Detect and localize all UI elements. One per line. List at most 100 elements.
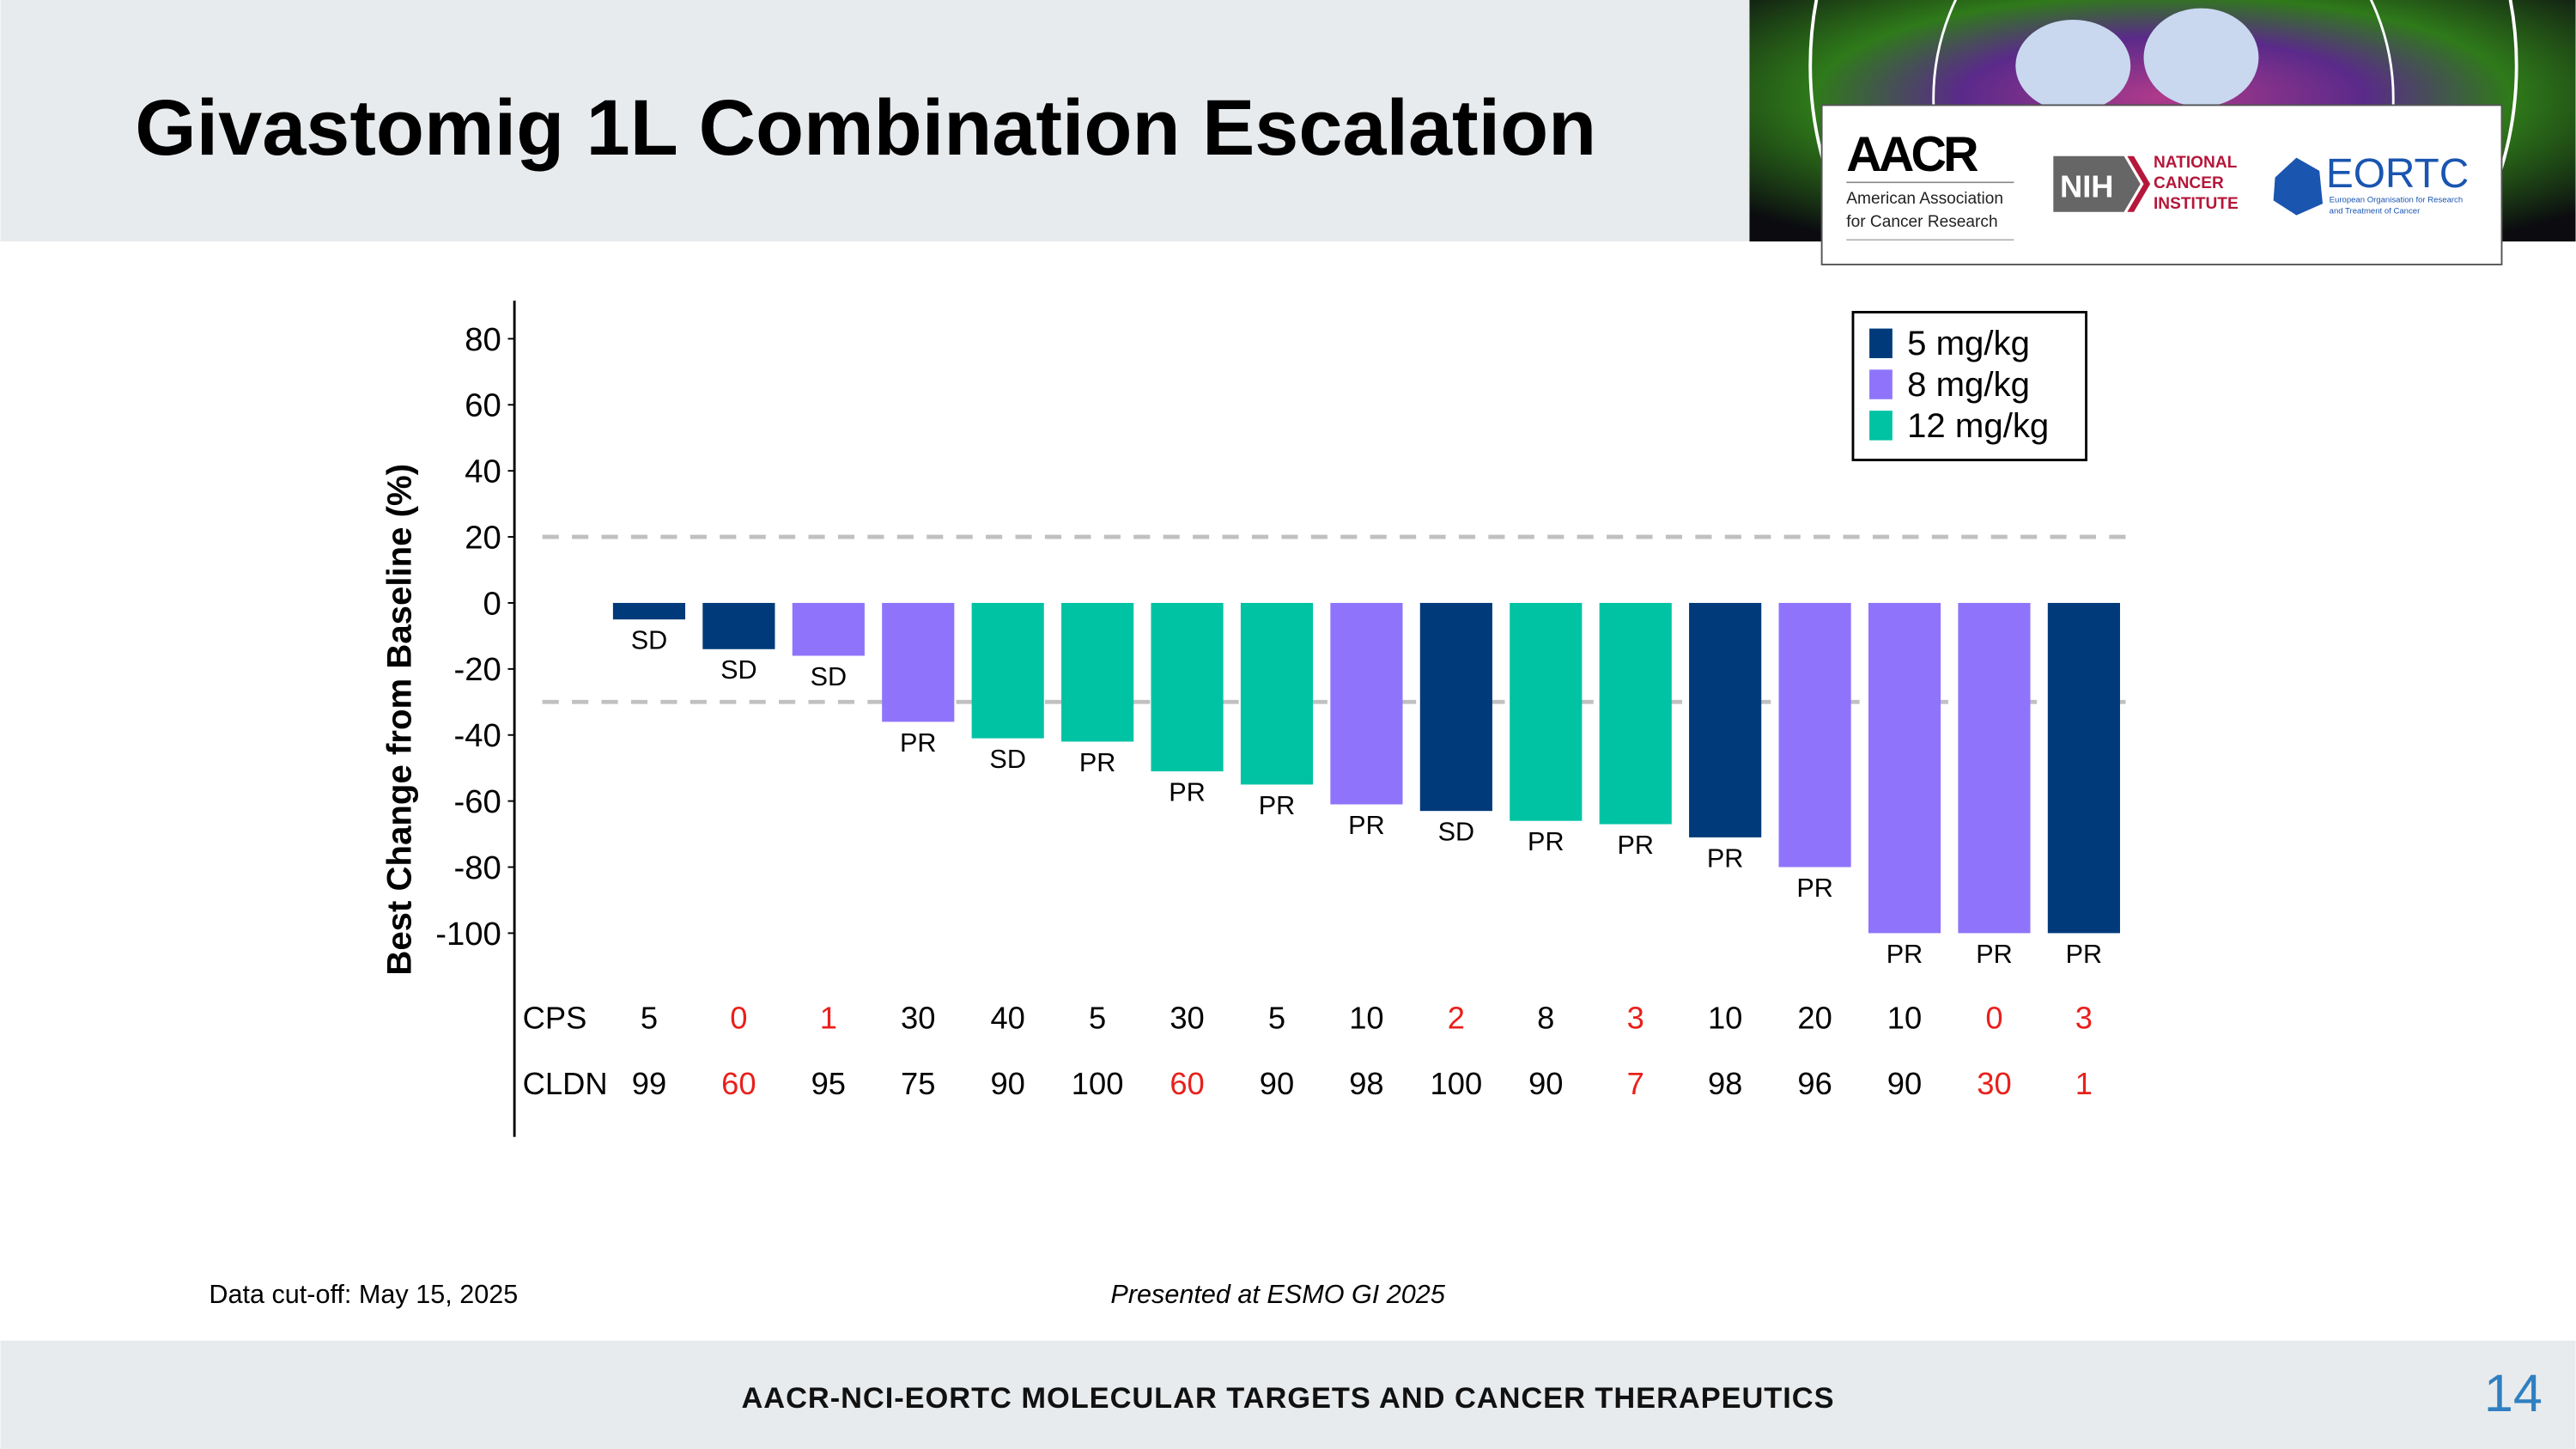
response-label: PR [1796,874,1833,903]
aacr-logo: AACR [1846,127,1978,182]
bar [1599,602,1672,825]
legend-label: 12 mg/kg [1907,406,2049,445]
eortc-line2: and Treatment of Cancer [2330,207,2421,216]
row-value: 0 [1985,1000,2002,1035]
response-label: PR [2066,940,2103,969]
row-value: 90 [990,1066,1024,1101]
bar [1958,602,2031,934]
y-tick-label: 0 [483,585,501,622]
row-value: 5 [1268,1000,1285,1035]
nih-mark: NIH [2060,169,2114,204]
response-label: PR [1707,843,1744,873]
eortc-icon [2273,157,2323,216]
row-value: 0 [730,1000,747,1035]
nci-line3: INSTITUTE [2154,195,2239,213]
bar [1330,602,1403,805]
bar [1061,602,1134,742]
response-label: PR [1528,827,1564,856]
bar [702,602,775,649]
response-label: SD [811,662,848,691]
row-value: 98 [1349,1066,1383,1101]
footer-band [0,1340,2576,1449]
page-title: Givastomig 1L Combination Escalation [135,84,1596,172]
response-label: PR [1259,791,1296,820]
row-value: 30 [901,1000,935,1035]
row-value: 90 [1528,1066,1563,1101]
row-value: 8 [1537,1000,1554,1035]
row-value: 5 [641,1000,658,1035]
row-value: 60 [721,1066,756,1101]
y-axis-label: Best Change from Baseline (%) [380,464,419,976]
response-label: PR [1617,831,1653,860]
page-number: 14 [2484,1364,2543,1422]
bar [792,602,865,656]
y-tick-label: -60 [454,783,501,820]
nih-logo [2053,155,2141,212]
legend-label: 8 mg/kg [1907,365,2030,404]
aacr-name-line2: for Cancer Research [1846,213,1997,231]
row-value: 100 [1072,1066,1124,1101]
waterfall-chart: Best Change from Baseline (%) 806040200-… [380,301,2133,1137]
legend-swatch [1869,328,1893,358]
response-label: PR [1079,748,1116,777]
legend-swatch [1869,411,1893,441]
y-tick-label: 40 [465,454,501,490]
y-tick-label: -20 [454,651,501,688]
row-value: 10 [1349,1000,1383,1035]
bar [1419,602,1492,812]
presented-note: Presented at ESMO GI 2025 [1110,1280,1445,1309]
row-value: 7 [1627,1066,1644,1101]
row-value: 98 [1708,1066,1742,1101]
row-value: 20 [1797,1000,1832,1035]
row-value: 30 [1977,1066,2011,1101]
response-label: PR [1169,777,1206,807]
row-value: 1 [820,1000,837,1035]
row-value: 75 [901,1066,935,1101]
row-value: 40 [990,1000,1024,1035]
bar [1868,602,1941,934]
row-value: 10 [1708,1000,1742,1035]
response-label: PR [1886,940,1923,969]
y-tick-label: -40 [454,717,501,754]
response-label: PR [900,728,937,758]
bar [1778,602,1851,868]
eortc-mark: EORTC [2326,151,2469,197]
row-value: 1 [2075,1066,2093,1101]
legend-swatch [1869,369,1893,399]
y-tick-label: -100 [435,916,501,953]
row-value: 90 [1887,1066,1922,1101]
response-label: SD [631,626,668,655]
row-label: CLDN [523,1066,608,1101]
row-label: CPS [523,1000,587,1035]
y-tick-label: 60 [465,387,501,424]
nci-line1: NATIONAL [2154,154,2238,172]
bar [2047,602,2120,934]
bar [1151,602,1224,772]
y-tick-label: 80 [465,321,501,358]
y-tick-label: -80 [454,849,501,886]
response-label: PR [1976,940,2013,969]
row-value: 3 [1627,1000,1644,1035]
bar [1240,602,1314,785]
footer-conference: AACR-NCI-EORTC MOLECULAR TARGETS AND CAN… [741,1382,1834,1415]
row-value: 99 [632,1066,666,1101]
legend-label: 5 mg/kg [1907,324,2030,362]
bar [882,602,955,722]
bar [1510,602,1583,821]
row-value: 2 [1448,1000,1465,1035]
row-value: 30 [1170,1000,1204,1035]
bar [612,602,686,620]
eortc-line1: European Organisation for Research [2330,195,2463,204]
row-value: 10 [1887,1000,1922,1035]
row-value: 95 [811,1066,846,1101]
row-value: 96 [1797,1066,1832,1101]
nci-line2: CANCER [2154,174,2224,192]
row-value: 3 [2075,1000,2093,1035]
response-label: SD [989,745,1026,774]
bar [971,602,1044,739]
data-cutoff-note: Data cut-off: May 15, 2025 [209,1280,518,1309]
bar [1689,602,1762,837]
response-label: SD [1438,818,1475,847]
